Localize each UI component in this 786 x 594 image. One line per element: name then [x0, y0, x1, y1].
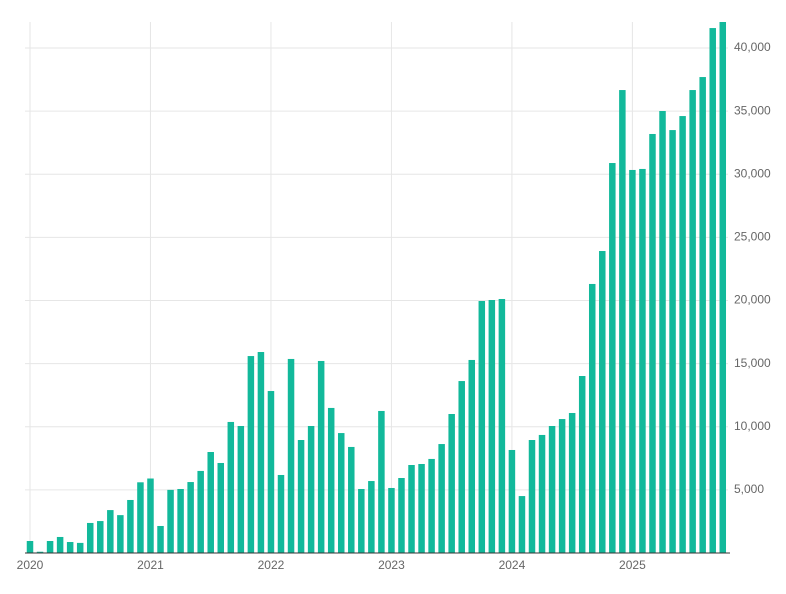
- bar: [498, 298, 506, 553]
- y-tick-label: 30,000: [734, 166, 771, 180]
- bar: [26, 541, 34, 553]
- y-tick-label: 15,000: [734, 356, 771, 370]
- y-tick-label: 35,000: [734, 103, 771, 117]
- bar: [649, 133, 656, 553]
- x-tick-label: 2024: [499, 558, 526, 572]
- bar: [368, 481, 375, 553]
- bar: [438, 444, 445, 553]
- bar: [458, 381, 465, 553]
- bar: [56, 536, 64, 553]
- bar: [508, 449, 516, 553]
- bar: [76, 542, 84, 553]
- bar: [428, 458, 435, 553]
- bar: [97, 521, 104, 553]
- bar: [538, 434, 546, 553]
- bar: [117, 515, 124, 553]
- bar: [398, 478, 405, 553]
- bar: [167, 489, 174, 553]
- bar: [709, 28, 716, 553]
- bar: [599, 251, 606, 553]
- bar: [157, 525, 164, 553]
- bar: [277, 474, 285, 553]
- bar: [588, 283, 596, 553]
- bar: [689, 90, 696, 553]
- bar: [609, 163, 616, 553]
- bar: [197, 470, 204, 553]
- bar: [418, 463, 425, 553]
- bar: [217, 462, 225, 553]
- bar: [669, 130, 676, 553]
- bar: [107, 510, 114, 553]
- bar: [518, 496, 526, 553]
- y-tick-label: 20,000: [734, 293, 771, 307]
- bar: [578, 376, 586, 553]
- bar: [36, 551, 44, 553]
- bar: [267, 391, 275, 553]
- bar: [468, 359, 476, 553]
- bar: [378, 410, 385, 553]
- bar: [46, 541, 54, 553]
- bar: [317, 360, 325, 553]
- bar: [388, 487, 395, 553]
- bar: [558, 419, 566, 553]
- bar: [448, 414, 455, 553]
- bar: [327, 407, 335, 553]
- bar: [137, 482, 144, 553]
- bar: [659, 111, 666, 553]
- bar: [287, 358, 295, 553]
- bar: [86, 522, 94, 553]
- y-tick-label: 25,000: [734, 230, 771, 244]
- bar: [307, 425, 315, 553]
- bar: [408, 465, 415, 553]
- bar: [478, 301, 486, 553]
- x-tick-label: 2021: [137, 558, 164, 572]
- bar: [207, 452, 214, 553]
- y-tick-label: 40,000: [734, 40, 771, 54]
- bar: [127, 499, 134, 553]
- bar: [719, 22, 727, 553]
- bar: [348, 446, 355, 553]
- bar: [619, 90, 626, 553]
- bar: [639, 168, 646, 553]
- bar: [568, 412, 576, 553]
- bar: [358, 488, 365, 553]
- bar: [679, 116, 686, 553]
- bar: [297, 440, 305, 553]
- bar: [699, 77, 706, 553]
- bar: [548, 425, 556, 553]
- bar: [257, 352, 265, 553]
- x-tick-label: 2022: [258, 558, 285, 572]
- bar: [147, 478, 154, 553]
- bar: [247, 356, 255, 553]
- y-tick-label: 5,000: [734, 482, 764, 496]
- bar: [528, 440, 536, 553]
- bar: [227, 421, 235, 553]
- bar: [66, 542, 74, 553]
- bar: [488, 299, 496, 553]
- bar: [187, 482, 194, 553]
- bar: [177, 488, 184, 553]
- bar: [629, 169, 636, 554]
- bar: [237, 425, 245, 553]
- x-tick-label: 2020: [17, 558, 44, 572]
- x-tick-label: 2023: [378, 558, 405, 572]
- x-tick-label: 2025: [619, 558, 646, 572]
- y-tick-label: 10,000: [734, 419, 771, 433]
- bar: [337, 433, 345, 553]
